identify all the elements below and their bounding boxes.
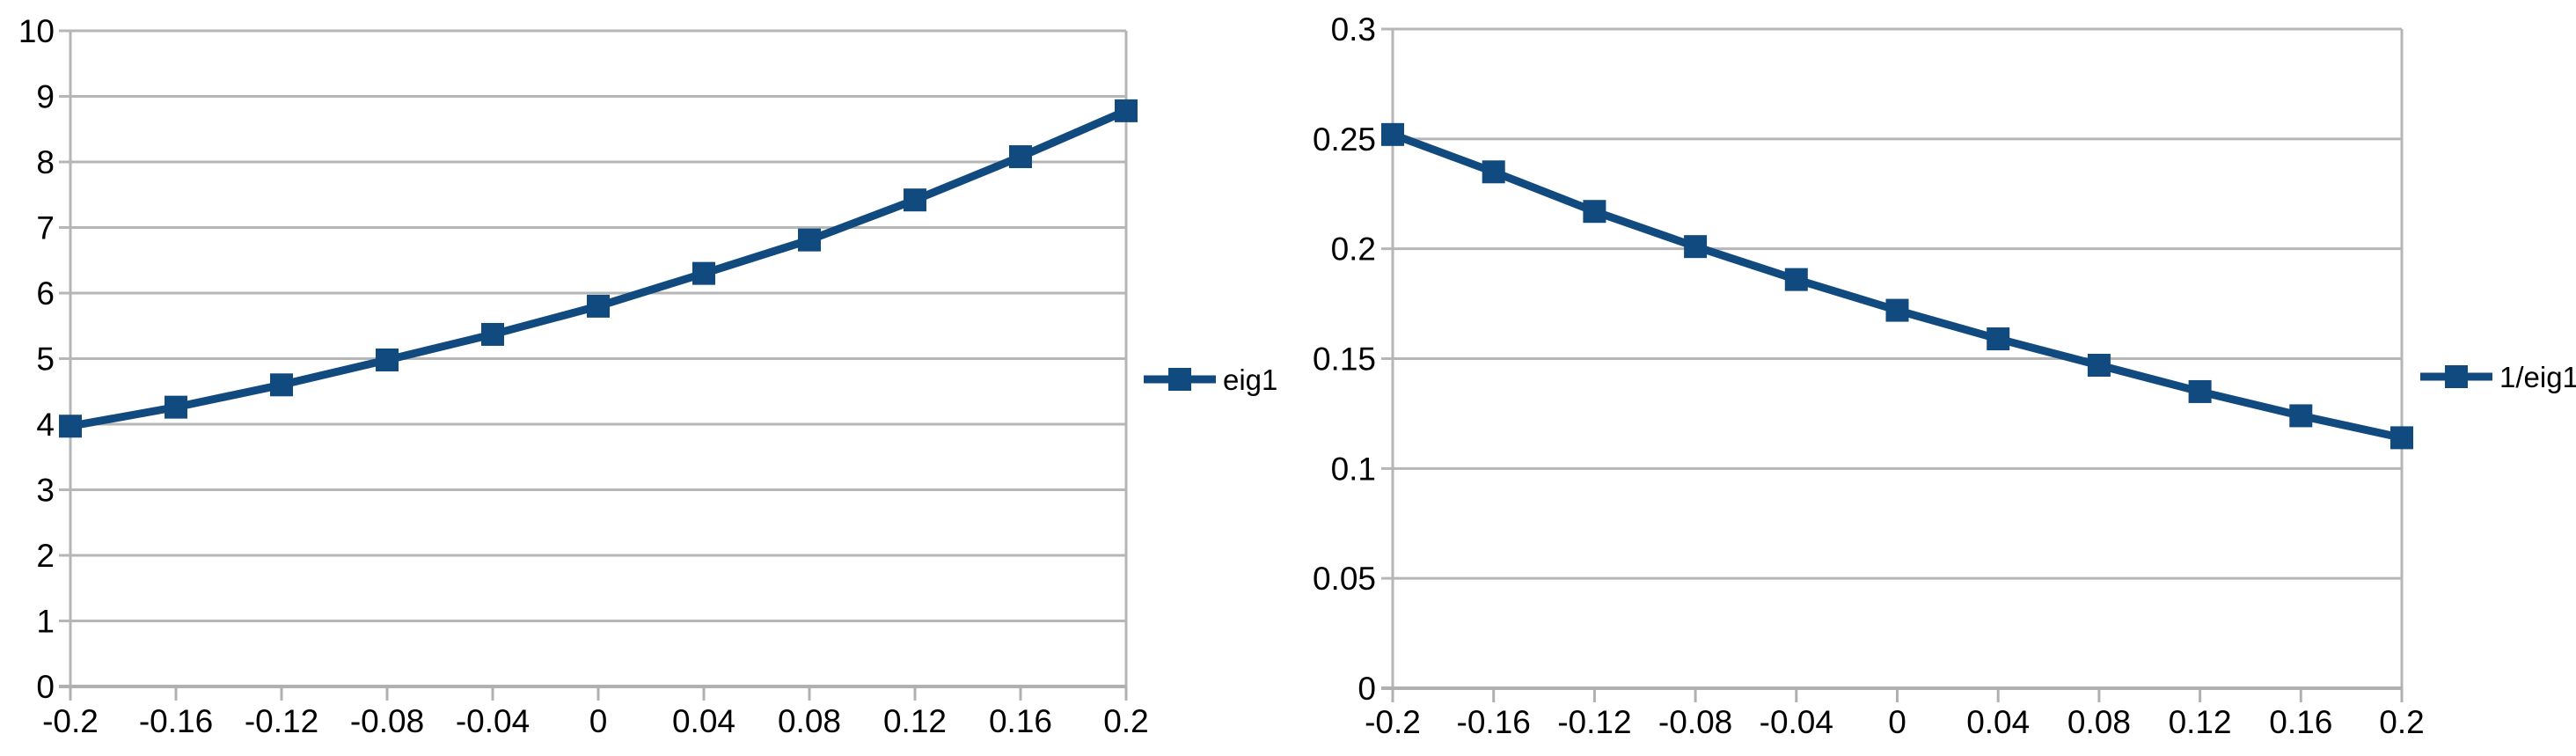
data-point: [2289, 404, 2313, 428]
legend-label: eig1: [1223, 363, 1277, 396]
y-tick-label: 8: [36, 144, 55, 180]
y-tick-label: 5: [36, 341, 55, 378]
data-point: [1583, 200, 1606, 224]
data-point: [1684, 235, 1708, 259]
data-point: [1987, 327, 2010, 351]
legend-marker: [2445, 365, 2468, 388]
x-tick-label: -0.12: [1557, 704, 1631, 740]
y-tick-label: 0.15: [1313, 341, 1376, 378]
y-tick-label: 0.05: [1313, 561, 1376, 597]
series-line-1/eig1: [1388, 130, 2406, 442]
x-tick-label: -0.04: [1760, 704, 1833, 740]
x-tick-label: 0.04: [672, 703, 735, 739]
y-gridlines: [59, 29, 1126, 688]
y-tick-label: 4: [36, 407, 55, 443]
y-tick-label: 10: [18, 13, 55, 49]
x-tick-label: 0.08: [2067, 704, 2131, 740]
data-point: [1115, 99, 1138, 122]
y-tick-label: 0.25: [1313, 121, 1376, 158]
legend-label: 1/eig1: [2499, 361, 2576, 393]
data-point: [1885, 298, 1909, 322]
x-axis-ticks: [1391, 688, 2404, 702]
y-tick-label: 9: [36, 79, 55, 115]
y-gridlines: [1381, 27, 2402, 690]
x-tick-label: -0.08: [1658, 704, 1732, 740]
x-tick-labels: -0.2 -0.16 -0.12 -0.08 -0.04 0 0.04 0.08 0.12 0.1…: [1365, 704, 2425, 740]
left-chart-eig1: 0 1 2 3 4 5 6 7 8 9 10 -0.2 -0.16 -0.12 -0.08 -0.04 0 0.0…: [18, 13, 1278, 739]
data-point: [2188, 379, 2212, 403]
x-tick-label: -0.2: [1365, 704, 1421, 740]
data-point: [1784, 268, 1808, 291]
x-axis-ticks: [69, 686, 1128, 701]
x-tick-label: -0.16: [139, 703, 213, 739]
y-tick-labels: 0 0.05 0.1 0.15 0.2 0.25 0.3: [1313, 11, 1376, 707]
x-tick-label: 0.12: [2169, 704, 2232, 740]
y-tick-label: 0.2: [1331, 231, 1376, 268]
data-point: [165, 395, 187, 419]
data-point: [376, 348, 399, 371]
x-tick-label: -0.2: [42, 703, 99, 739]
x-tick-label: -0.08: [350, 703, 424, 739]
data-point: [2087, 353, 2111, 377]
y-tick-label: 0.1: [1331, 451, 1376, 487]
x-tick-label: 0.12: [883, 703, 947, 739]
x-tick-label: -0.16: [1457, 704, 1531, 740]
y-tick-label: 0: [1358, 671, 1376, 707]
data-point: [481, 322, 504, 346]
data-point: [904, 188, 926, 212]
data-point: [1009, 145, 1032, 169]
series-markers: [59, 99, 1138, 438]
data-point: [59, 415, 82, 438]
data-point: [798, 228, 821, 252]
x-tick-label: 0.16: [2269, 704, 2332, 740]
data-point: [270, 373, 293, 397]
x-tick-label: 0.2: [2379, 704, 2424, 740]
y-tick-label: 2: [36, 538, 55, 574]
x-tick-labels: -0.2 -0.16 -0.12 -0.08 -0.04 0 0.04 0.08 0.12 0.1…: [42, 703, 1149, 739]
y-tick-label: 0.3: [1331, 11, 1376, 48]
x-tick-label: 0.08: [778, 703, 841, 739]
legend: eig1: [1144, 363, 1277, 396]
y-tick-label: 6: [36, 275, 55, 312]
data-point: [692, 261, 715, 285]
x-tick-label: 0: [1888, 704, 1906, 740]
data-point: [2390, 426, 2413, 450]
legend: 1/eig1: [2420, 361, 2576, 393]
legend-marker: [1168, 368, 1191, 391]
y-tick-labels: 0 1 2 3 4 5 6 7 8 9 10: [18, 13, 55, 705]
data-point: [1381, 122, 1404, 146]
right-chart-1-over-eig1: 0 0.05 0.1 0.15 0.2 0.25 0.3 -0.2 -0.16 -0.12 -0.0…: [1313, 11, 2576, 740]
x-tick-label: 0.2: [1103, 703, 1148, 739]
x-tick-label: -0.04: [456, 703, 530, 739]
y-tick-label: 0: [36, 669, 55, 705]
y-tick-label: 7: [36, 210, 55, 246]
data-point: [1482, 160, 1505, 184]
x-tick-label: 0.16: [989, 703, 1052, 739]
y-tick-label: 3: [36, 473, 55, 509]
x-tick-label: 0: [589, 703, 608, 739]
x-tick-label: -0.12: [245, 703, 318, 739]
series-line-eig1: [66, 106, 1131, 430]
x-tick-label: 0.04: [1966, 704, 2030, 740]
series-markers: [1381, 122, 2413, 450]
data-point: [587, 294, 610, 318]
y-tick-label: 1: [36, 604, 55, 640]
